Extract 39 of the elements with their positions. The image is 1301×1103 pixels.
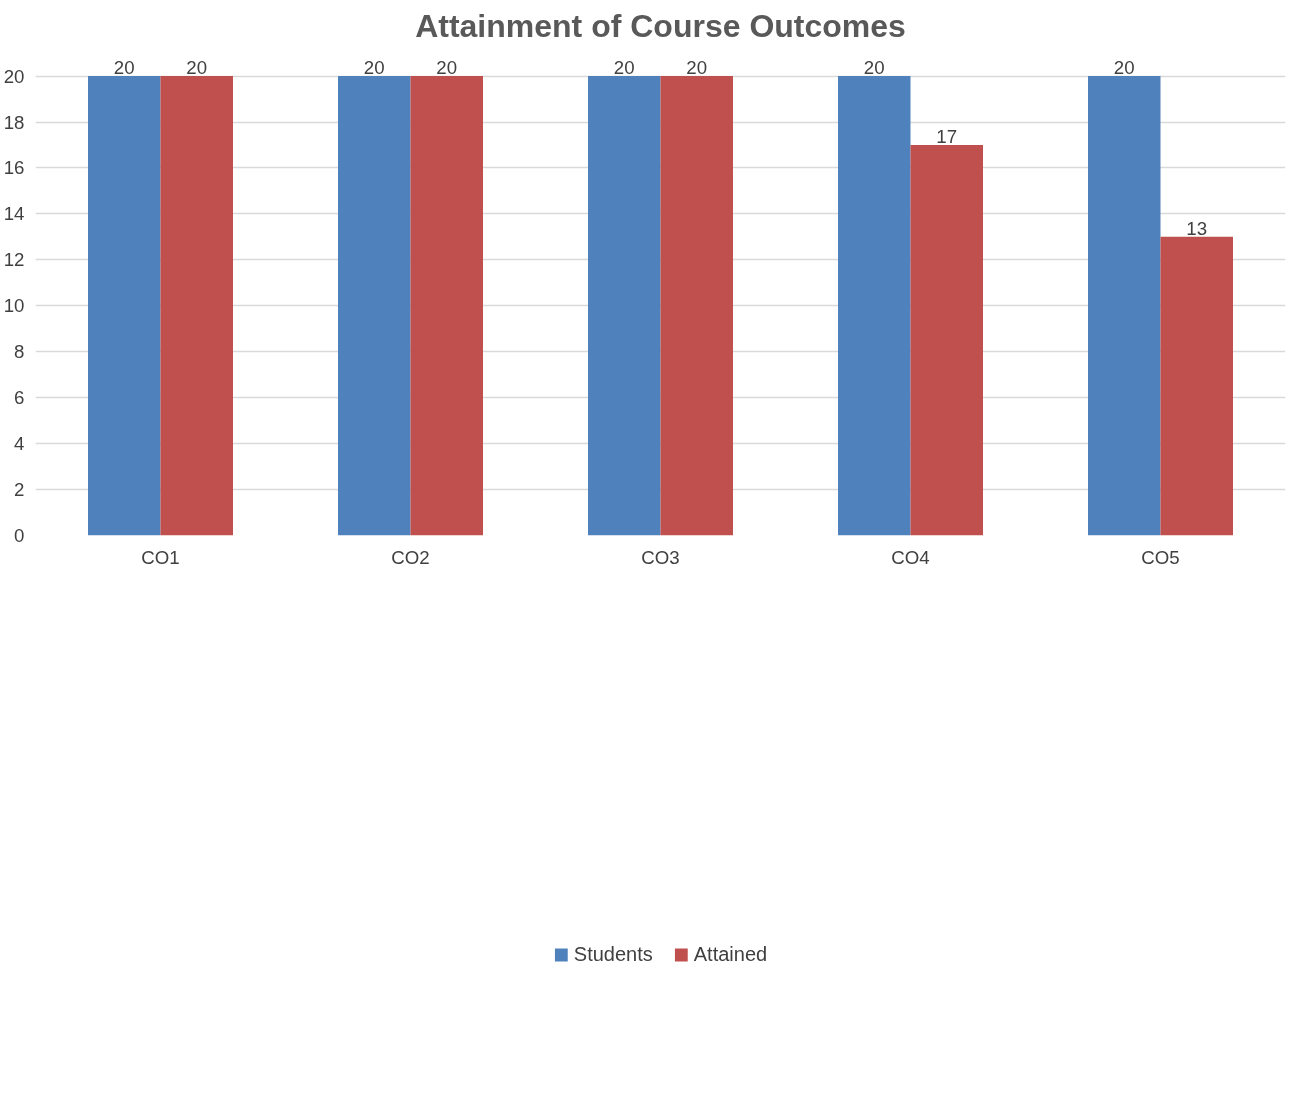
legend-label: Students: [573, 942, 653, 966]
y-tick-label: 4: [14, 433, 25, 455]
y-tick-label: 8: [14, 341, 25, 363]
data-label: 20: [113, 57, 135, 79]
data-label: 20: [436, 57, 458, 79]
bar: [910, 144, 983, 536]
data-label: 20: [1113, 57, 1135, 79]
bar: [88, 76, 161, 536]
y-tick-label: 2: [14, 479, 25, 501]
data-label: 20: [363, 57, 385, 79]
bar: [660, 76, 733, 536]
x-tick-label: CO5: [1141, 546, 1180, 568]
bar: [410, 76, 483, 536]
data-label: 20: [613, 57, 635, 79]
bar: [838, 76, 911, 536]
bar: [1160, 236, 1233, 536]
x-tick-label: CO3: [641, 546, 680, 568]
bar: [1088, 76, 1161, 536]
x-tick-label: CO4: [891, 546, 930, 568]
y-tick-label: 6: [14, 387, 25, 409]
chart-title: Attainment of Course Outcomes: [415, 7, 906, 44]
data-label: 17: [936, 125, 958, 147]
y-tick-label: 16: [3, 157, 25, 179]
y-tick-label: 10: [3, 295, 25, 317]
y-tick-label: 18: [3, 111, 25, 133]
bar: [160, 76, 233, 536]
data-label: 13: [1186, 217, 1208, 239]
y-tick-label: 12: [3, 249, 25, 271]
bar: [588, 76, 661, 536]
x-tick-label: CO1: [141, 546, 180, 568]
data-label: 20: [686, 57, 708, 79]
y-tick-label: 0: [14, 525, 25, 546]
bar: [338, 76, 411, 536]
legend-label: Attained: [693, 942, 768, 966]
y-tick-label: 14: [3, 203, 25, 225]
data-label: 20: [863, 57, 885, 79]
y-tick-label: 20: [3, 65, 25, 87]
data-label: 20: [186, 57, 208, 79]
x-tick-label: CO2: [391, 546, 430, 568]
